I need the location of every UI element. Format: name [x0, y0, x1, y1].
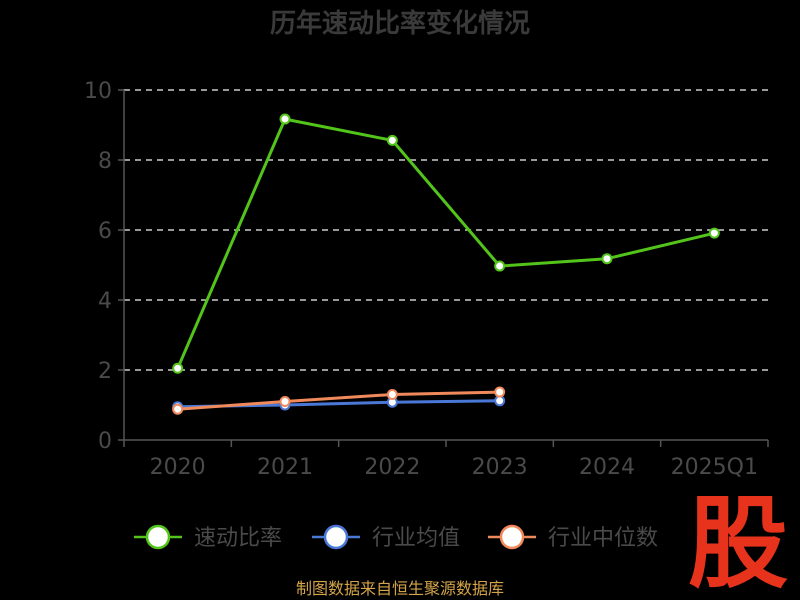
legend-swatch-marker [145, 524, 171, 550]
legend: 速动比率 行业均值 行业中位数 [134, 524, 658, 551]
x-tick-label: 2022 [364, 455, 420, 480]
logo-mark: 股 [688, 485, 788, 600]
data-point [279, 396, 291, 407]
y-tick-label: 8 [98, 149, 112, 174]
data-point [279, 113, 291, 125]
data-point [494, 386, 506, 398]
gridlines [124, 89, 768, 371]
legend-item-2[interactable]: 行业中位数 [488, 524, 658, 551]
source-note: 制图数据来自恒生聚源数据库 [296, 579, 504, 598]
data-point [386, 134, 398, 146]
y-tick-label: 2 [98, 359, 112, 384]
legend-label: 行业中位数 [548, 526, 658, 551]
x-tick-label: 2021 [257, 455, 313, 480]
legend-swatch-marker [323, 524, 349, 550]
legend-swatch-marker [499, 524, 525, 550]
legend-item-0[interactable]: 速动比率 [134, 524, 282, 551]
y-tick-label: 10 [84, 79, 112, 104]
series-line-0 [176, 117, 715, 369]
series-line-2 [177, 390, 500, 411]
series-layer [172, 113, 720, 415]
legend-label: 速动比率 [194, 526, 282, 551]
data-point [601, 253, 613, 265]
data-point [494, 395, 506, 407]
x-tick-label: 2023 [472, 455, 528, 480]
data-point [172, 362, 184, 374]
x-tick-label: 2025Q1 [671, 455, 758, 480]
y-tick-label: 4 [98, 289, 112, 314]
y-tick-label: 0 [98, 429, 112, 454]
data-point [386, 389, 398, 400]
y-tick-label: 6 [98, 219, 112, 244]
axes: 0 2 4 6 8 10 2020 2021 2022 2023 2024 2025Q1 [84, 79, 769, 480]
data-point [172, 403, 184, 415]
data-point [708, 227, 720, 239]
data-point [494, 260, 506, 272]
x-tick-label: 2020 [150, 455, 206, 480]
legend-label: 行业均值 [372, 526, 460, 551]
chart-title: 历年速动比率变化情况 [270, 8, 530, 39]
x-tick-label: 2024 [579, 455, 635, 480]
legend-item-1[interactable]: 行业均值 [312, 524, 460, 551]
